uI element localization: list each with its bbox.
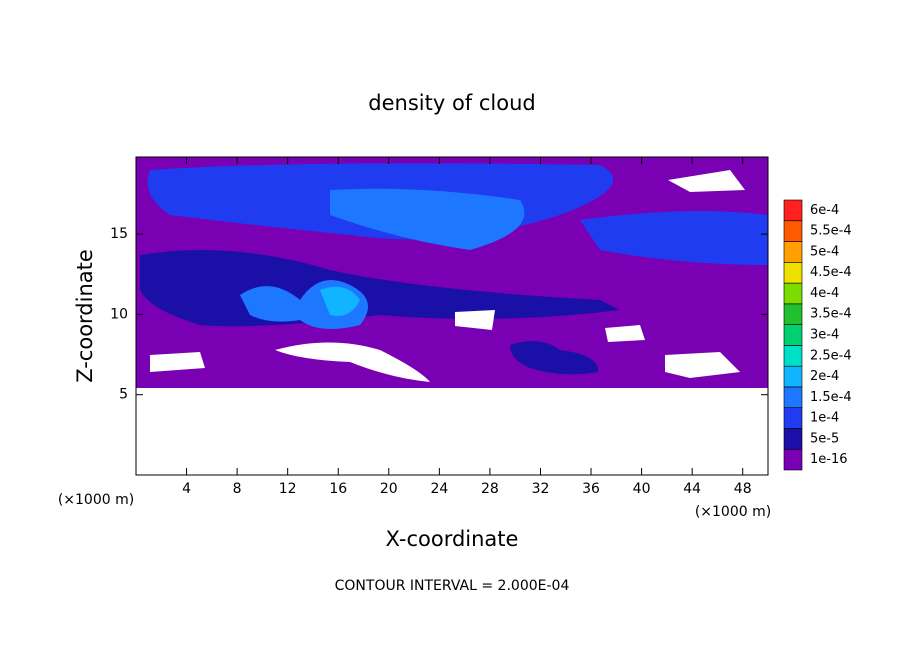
x-tick-label: 32	[532, 481, 550, 497]
colorbar-box	[783, 262, 803, 284]
colorbar-label: 3.5e-4	[810, 307, 852, 322]
colorbar-box	[783, 386, 803, 408]
colorbar-label: 3e-4	[810, 328, 839, 343]
field-blob	[510, 341, 599, 375]
colorbar-box	[783, 407, 803, 429]
plot-frame	[135, 156, 769, 476]
colorbar-label: 2e-4	[810, 369, 839, 384]
colorbar-box	[783, 282, 803, 305]
colorbar-label: 5.5e-4	[810, 224, 852, 239]
field-gap	[150, 170, 745, 382]
colorbar-label: 2.5e-4	[810, 348, 852, 363]
colorbar-box	[783, 428, 803, 450]
x-tick-label: 36	[582, 481, 600, 497]
colorbar-box	[783, 324, 803, 346]
field-empty	[136, 388, 768, 475]
colorbar-box	[783, 345, 803, 367]
x-tick-label: 16	[329, 481, 347, 497]
y-axis-label: Z-coordinate	[73, 249, 97, 383]
x-unit: (×1000 m)	[58, 492, 134, 508]
y-tick-label: 5	[119, 387, 128, 403]
x-tick-label: 8	[233, 481, 242, 497]
y-tick-label: 15	[110, 226, 128, 242]
x-axis-label: X-coordinate	[386, 527, 519, 551]
footer: CONTOUR INTERVAL = 2.000E-04	[335, 578, 570, 594]
colorbar-box	[783, 448, 803, 471]
colorbar-label: 1.5e-4	[810, 390, 852, 405]
colorbar-box	[783, 199, 803, 222]
colorbar-label: 1e-16	[810, 452, 848, 467]
field-blob	[580, 211, 768, 265]
x-tick-label: 40	[633, 481, 651, 497]
y-tick-label: 10	[110, 306, 128, 322]
colorbar-box	[783, 241, 803, 263]
colorbar-label: 6e-4	[810, 203, 839, 218]
colorbar-label: 5e-5	[810, 431, 839, 446]
x-tick-label: 48	[734, 481, 752, 497]
colorbar-label: 4e-4	[810, 286, 839, 301]
field-blob	[330, 188, 525, 250]
x-tick-label: 4	[182, 481, 191, 497]
colorbar-box	[783, 220, 803, 242]
x-tick-label: 24	[430, 481, 448, 497]
x-tick-label: 28	[481, 481, 499, 497]
x-tick-label: 12	[279, 481, 297, 497]
x-tick-label: 20	[380, 481, 398, 497]
x-tick-label: 44	[683, 481, 701, 497]
contour-field	[136, 157, 768, 475]
chart-title: density of cloud	[368, 91, 535, 115]
x-unit: (×1000 m)	[695, 504, 771, 520]
colorbar-box	[783, 303, 803, 325]
colorbar-label: 4.5e-4	[810, 265, 852, 280]
colorbar-label: 1e-4	[810, 411, 839, 426]
colorbar-box	[783, 365, 803, 388]
colorbar-label: 5e-4	[810, 244, 839, 259]
field-blob	[320, 286, 360, 316]
